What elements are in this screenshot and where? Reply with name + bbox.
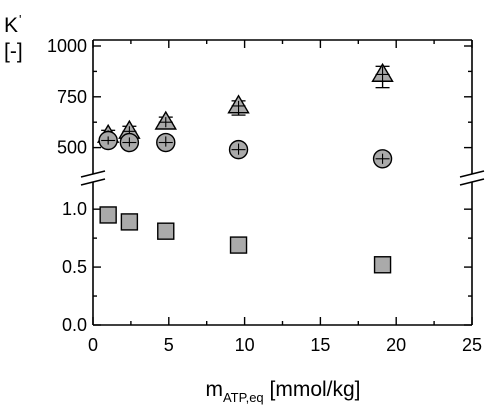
y-upper-tick-label: 1000 xyxy=(47,36,87,56)
axis-break-mark-right xyxy=(459,178,485,186)
axis-break-mark-left xyxy=(80,178,106,186)
x-tick-label: 0 xyxy=(88,335,98,355)
chart-ticks: 0 5 10 15 20 25 500 750 1000 0.0 0.5 1.0 xyxy=(47,36,482,355)
x-tick-label: 15 xyxy=(310,335,330,355)
x-tick-label: 5 xyxy=(164,335,174,355)
y-axis-prime: ' xyxy=(19,12,21,27)
x-axis-title-subscript: ATP,eq xyxy=(223,390,264,405)
square-point xyxy=(229,236,248,254)
x-axis-title: mATP,eq [mmol/kg] xyxy=(205,378,360,405)
square-point xyxy=(373,256,392,274)
chart-axes xyxy=(80,39,485,326)
square-point xyxy=(157,222,175,240)
y-lower-tick-label: 1.0 xyxy=(62,199,87,219)
chart-marks xyxy=(96,62,394,274)
y-lower-tick-label: 0.0 xyxy=(62,315,87,335)
y-upper-tick-label: 500 xyxy=(57,138,87,158)
chart-labels: K' [-] mATP,eq [mmol/kg] xyxy=(4,12,361,405)
x-tick-label: 20 xyxy=(386,335,406,355)
y-upper-tick-label: 750 xyxy=(57,87,87,107)
y-lower-tick-label: 0.5 xyxy=(62,257,87,277)
x-tick-label: 10 xyxy=(235,335,255,355)
square-point xyxy=(99,206,117,224)
y-axis-unit: [-] xyxy=(4,40,23,63)
y-axis-symbol: K' xyxy=(4,12,22,37)
x-axis-title-unit: [mmol/kg] xyxy=(264,378,361,401)
x-tick-label: 25 xyxy=(462,335,482,355)
axis-break-mark-left xyxy=(80,170,106,178)
axis-break-mark-right xyxy=(459,170,485,178)
square-point xyxy=(120,213,139,231)
